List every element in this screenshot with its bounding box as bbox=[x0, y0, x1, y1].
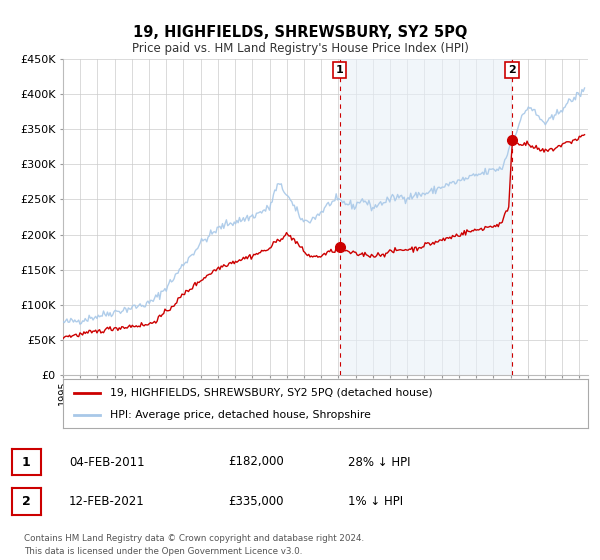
Text: HPI: Average price, detached house, Shropshire: HPI: Average price, detached house, Shro… bbox=[110, 409, 371, 419]
Text: 19, HIGHFIELDS, SHREWSBURY, SY2 5PQ (detached house): 19, HIGHFIELDS, SHREWSBURY, SY2 5PQ (det… bbox=[110, 388, 433, 398]
Text: 1: 1 bbox=[22, 455, 31, 469]
Text: 12-FEB-2021: 12-FEB-2021 bbox=[69, 494, 145, 508]
Text: £335,000: £335,000 bbox=[228, 494, 284, 508]
Text: 1% ↓ HPI: 1% ↓ HPI bbox=[348, 494, 403, 508]
Text: £182,000: £182,000 bbox=[228, 455, 284, 469]
Text: 28% ↓ HPI: 28% ↓ HPI bbox=[348, 455, 410, 469]
Bar bbox=[340, 59, 512, 375]
Text: 2: 2 bbox=[22, 494, 31, 508]
Text: 04-FEB-2011: 04-FEB-2011 bbox=[69, 455, 145, 469]
Text: Price paid vs. HM Land Registry's House Price Index (HPI): Price paid vs. HM Land Registry's House … bbox=[131, 42, 469, 55]
Text: Contains HM Land Registry data © Crown copyright and database right 2024.: Contains HM Land Registry data © Crown c… bbox=[24, 534, 364, 543]
Text: 1: 1 bbox=[336, 65, 344, 75]
Text: This data is licensed under the Open Government Licence v3.0.: This data is licensed under the Open Gov… bbox=[24, 547, 302, 556]
Text: 19, HIGHFIELDS, SHREWSBURY, SY2 5PQ: 19, HIGHFIELDS, SHREWSBURY, SY2 5PQ bbox=[133, 25, 467, 40]
Text: 2: 2 bbox=[508, 65, 516, 75]
